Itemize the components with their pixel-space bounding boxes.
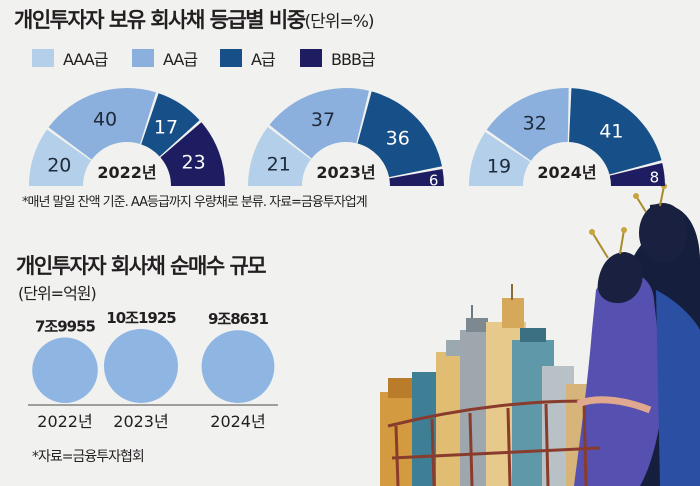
source-note-1: *매년 말일 잔액 기준. AA등급까지 우량채로 분류. 자료=금융투자업계 [22,195,368,210]
slice-2024년-A급 [568,88,662,175]
slice-2024년-AAA급 [469,132,531,186]
bubble-year-label-2022년: 2022년 [37,412,92,431]
donut-year-label-2024년: 2024년 [537,163,596,182]
bubble-chart: 7조9955 2022년 10조1925 2023년 9조8631 2024년 [28,309,278,431]
legend-item-bbb: BBB급 [300,46,376,70]
legend-swatch-a [220,49,242,67]
donut-year-label-2022년: 2022년 [97,163,156,182]
slice-label-2022년-BBB급: 23 [181,151,205,173]
chart-title-unit: (단위=%) [304,12,375,32]
donut-year-label-2023년: 2023년 [316,163,375,182]
illustration-figures [574,183,700,486]
legend-label-aaa: AAA급 [63,50,108,69]
chart-title-text: 개인투자자 보유 회사채 등급별 비중 [14,8,306,32]
slice-label-2023년-BBB급: 6 [429,171,439,189]
bubble-2024년 [201,330,275,403]
legend-label-bbb: BBB급 [331,50,376,69]
slice-label-2022년-AA급: 40 [93,108,117,130]
legend-label-aa: AA급 [163,50,198,69]
legend-label-a: A급 [251,50,276,69]
bubble-year-label-2024년: 2024년 [210,412,265,431]
slice-label-2024년-A급: 41 [599,121,623,143]
slice-2023년-AA급 [269,88,370,159]
chart-title-2: 개인투자자 회사채 순매수 규모 [16,254,267,278]
bubble-2022년 [32,337,98,404]
illustration [380,183,700,486]
bubble-value-label-2023년: 10조1925 [106,309,176,327]
legend-item-a: A급 [220,46,276,70]
slice-2022년-A급 [141,93,200,157]
slice-2023년-A급 [357,91,442,178]
slice-label-2024년-AA급: 32 [523,113,547,135]
legend-item-aa: AA급 [132,46,198,70]
bubble-2023년 [104,329,178,403]
slice-label-2022년-AAA급: 20 [47,155,71,177]
chart-unit-2: (단위=억원) [18,284,97,303]
slice-2024년-AA급 [486,88,569,161]
slice-2022년-BBB급 [160,122,225,186]
slice-label-2023년-A급: 36 [386,127,410,149]
slice-label-2023년-AAA급: 21 [267,153,291,175]
slice-label-2024년-BBB급: 8 [650,169,660,187]
bubble-value-label-2024년: 9조8631 [208,310,269,328]
slice-2023년-AAA급 [248,127,311,186]
legend-swatch-aa [132,49,154,67]
illustration-cart [387,396,652,486]
legend-swatch-aaa [32,49,54,67]
slice-2022년-AAA급 [29,129,92,186]
slice-2022년-AA급 [48,87,156,160]
chart-title: 개인투자자 보유 회사채 등급별 비중(단위=%) [14,4,374,34]
donut-2024년: 19 32 41 8 2024년 [469,88,665,187]
slice-2024년-BBB급 [609,162,665,186]
donut-2023년: 21 37 36 6 2023년 [248,88,444,189]
slice-label-2024년-AAA급: 19 [487,156,511,178]
slice-2023년-BBB급 [389,168,444,186]
legend-swatch-bbb [300,49,322,67]
source-note-2: *자료=금융투자협회 [32,449,145,465]
bubble-value-label-2022년: 7조9955 [35,317,96,335]
bubble-year-label-2023년: 2023년 [113,412,168,431]
slice-label-2023년-AA급: 37 [311,109,335,131]
slice-label-2022년-A급: 17 [154,117,178,139]
legend-item-aaa: AAA급 [32,46,108,70]
